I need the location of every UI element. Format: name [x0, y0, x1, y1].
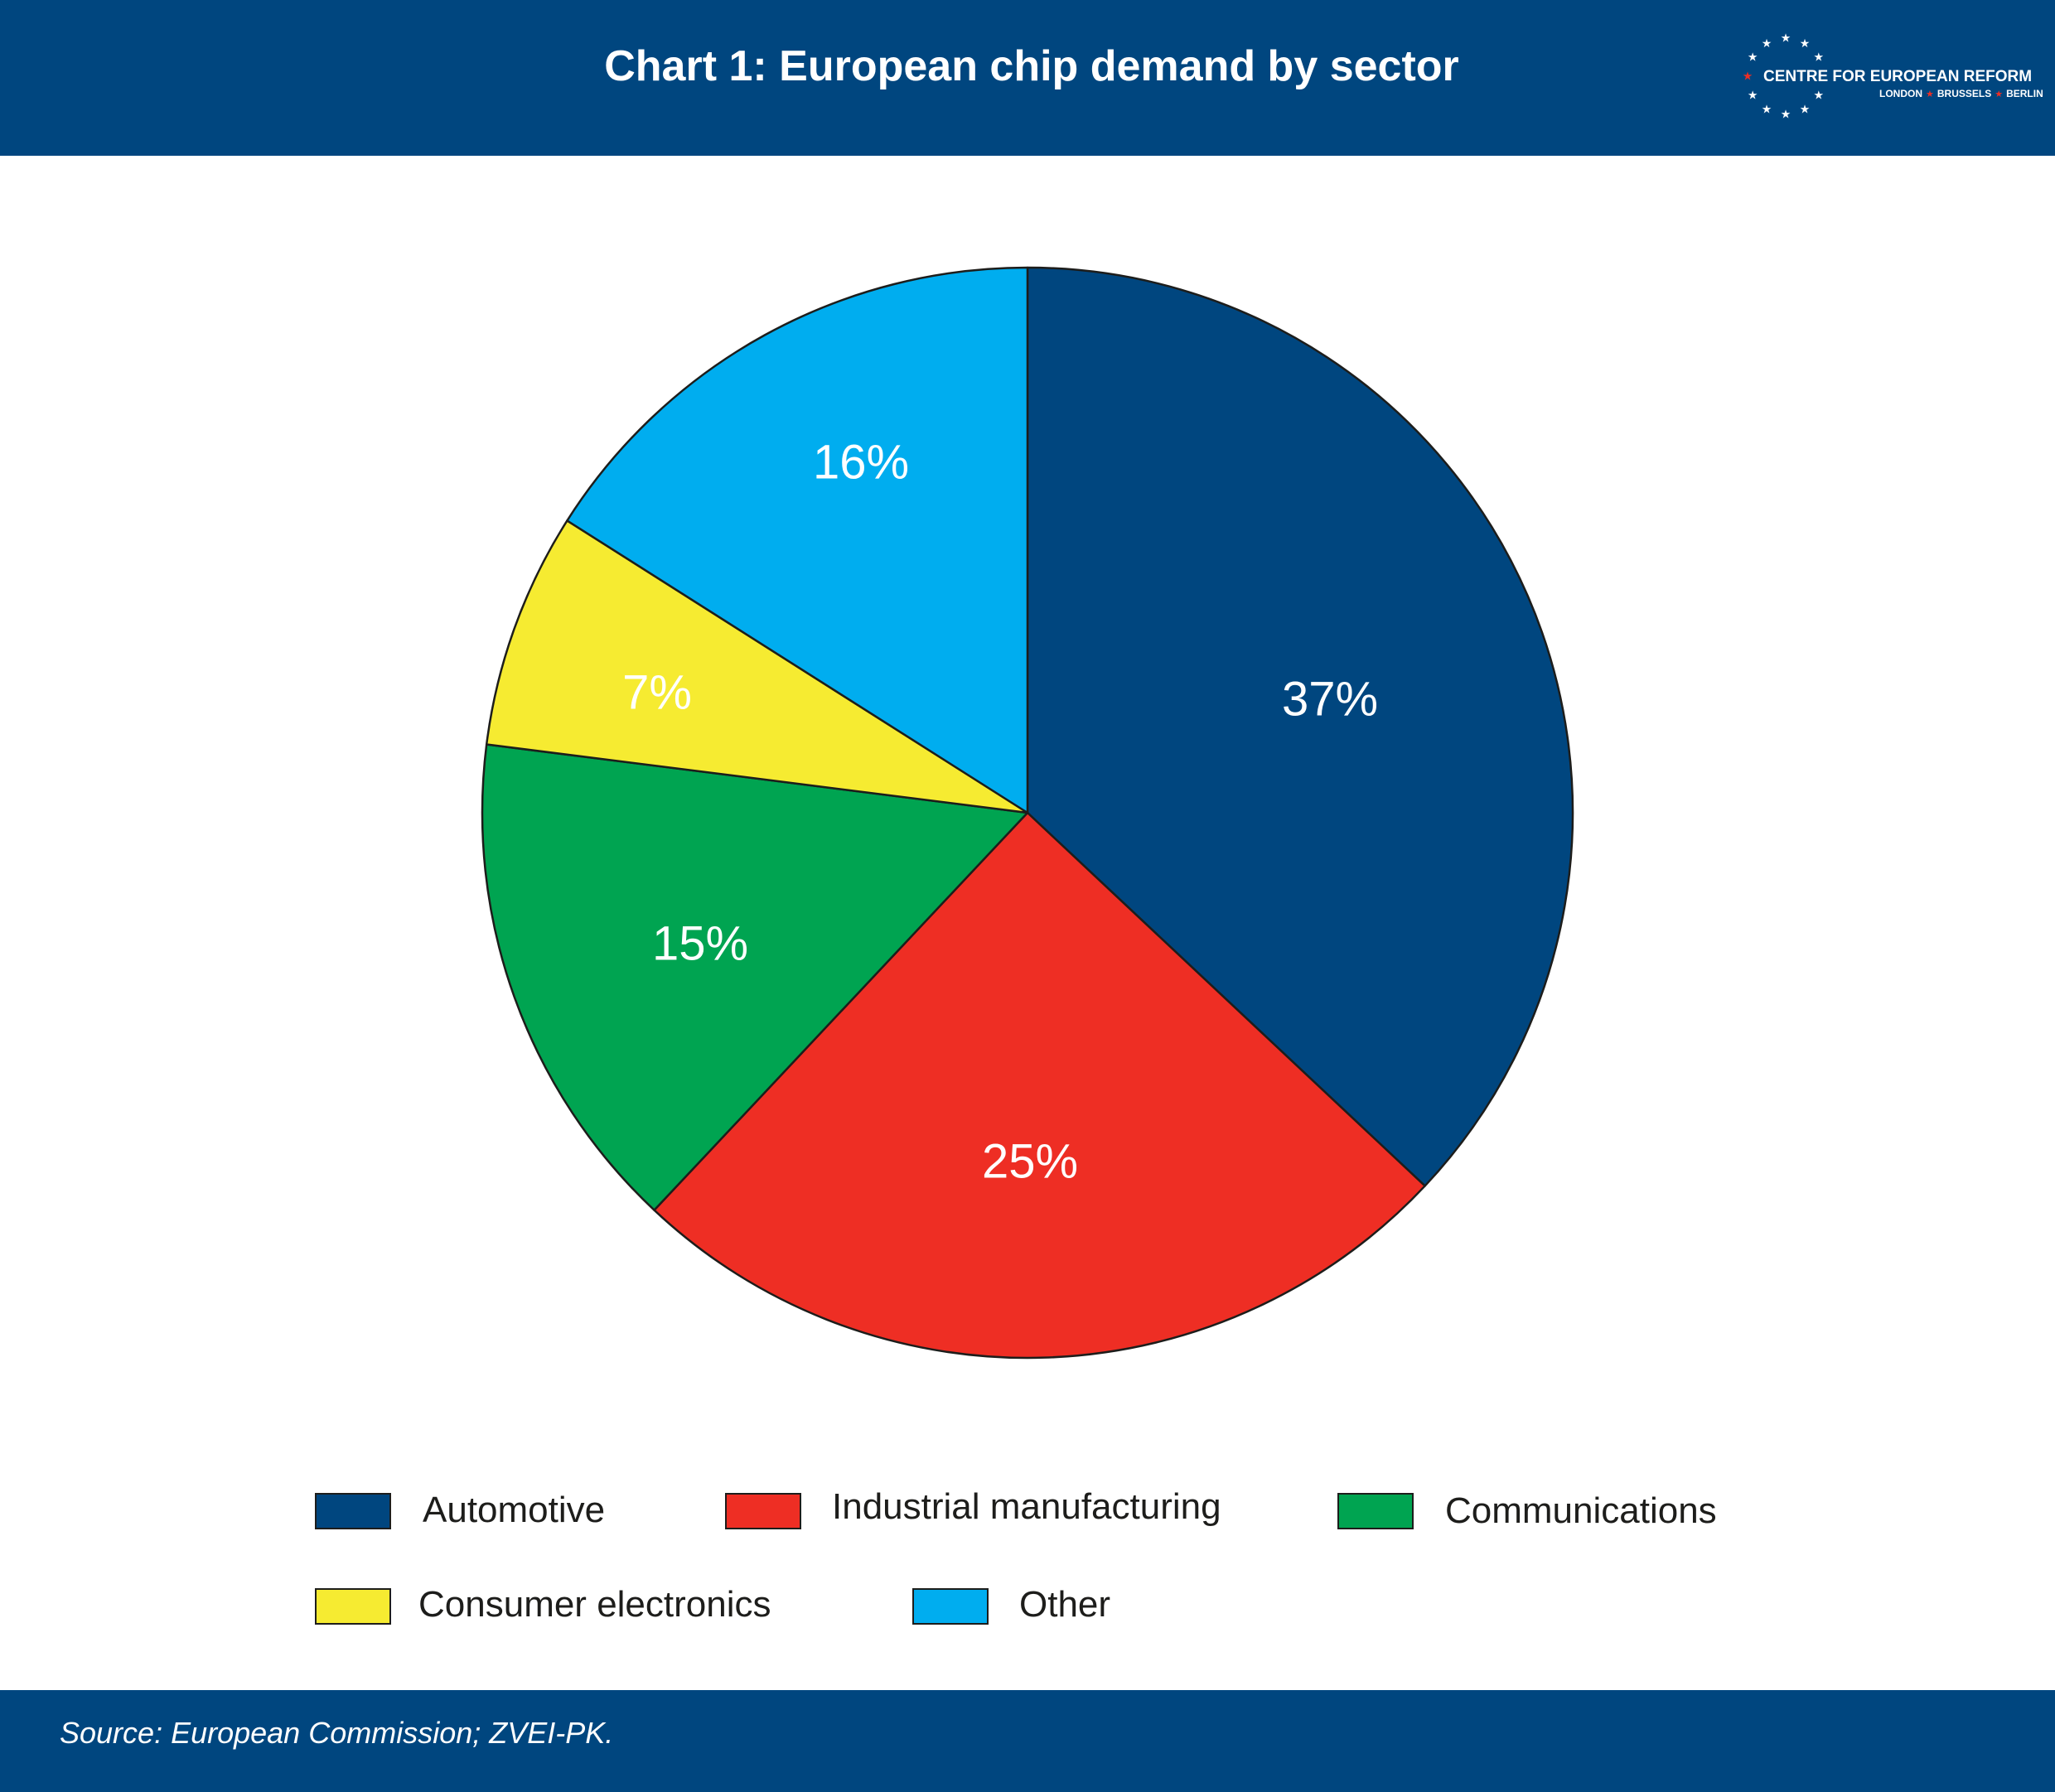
- star-icon: ★: [1926, 89, 1934, 99]
- data-label-consumer-electronics: 7%: [622, 665, 692, 719]
- data-label-other: 16%: [813, 435, 909, 489]
- pie-slice-other: [566, 266, 1029, 814]
- star-icon: ★: [1814, 51, 1825, 64]
- pie-slice-consumer-electronics: [485, 519, 1029, 814]
- eu-stars-icon: ★ ★★★★★★★★★★: [1743, 31, 1825, 121]
- legend-swatch-communications: [1337, 1493, 1414, 1529]
- star-icon: ★: [1748, 89, 1758, 102]
- pie-slice-automotive: [1026, 266, 1574, 1187]
- star-icon: ★: [1800, 103, 1811, 116]
- legend-swatch-industrial-manufacturing: [725, 1493, 801, 1529]
- pie-slice-industrial-manufacturing: [653, 811, 1426, 1360]
- data-label-automotive: 37%: [1282, 672, 1378, 726]
- source-note: Source: European Commission; ZVEI-PK.: [60, 1716, 614, 1750]
- star-icon: ★: [1748, 51, 1758, 64]
- logo-cities: LONDON ★ BRUSSELS ★ BERLIN: [1879, 88, 2043, 99]
- star-icon: ★: [1781, 31, 1791, 45]
- footer-banner: Source: European Commission; ZVEI-PK.: [0, 1690, 2055, 1792]
- star-icon: ★: [1762, 103, 1772, 116]
- logo-city-london: LONDON: [1879, 88, 1922, 99]
- legend-label-automotive: Automotive: [423, 1490, 606, 1530]
- star-icon: ★: [1762, 36, 1772, 50]
- pie-slice-communications: [481, 743, 1029, 1211]
- star-icon: ★: [1781, 108, 1791, 121]
- legend-label-communications: Communications: [1445, 1490, 1717, 1531]
- legend-label-industrial-manufacturing: Industrial manufacturing: [832, 1486, 1221, 1527]
- star-icon: ★: [1743, 70, 1753, 83]
- legend-swatch-automotive: [315, 1493, 391, 1529]
- plot-area: 37% 25% 15% 7% 16% Automotive Industrial man…: [0, 156, 2055, 1688]
- star-icon: ★: [1814, 89, 1825, 102]
- star-icon: ★: [1995, 89, 2004, 99]
- logo-city-brussels: BRUSSELS: [1937, 88, 1992, 99]
- legend-label-other: Other: [1019, 1584, 1111, 1625]
- logo-city-berlin: BERLIN: [2006, 88, 2043, 99]
- header-banner: Chart 1: European chip demand by sector …: [0, 0, 2055, 156]
- star-icon: ★: [1800, 36, 1811, 50]
- chart-title: Chart 1: European chip demand by sector: [604, 42, 1459, 90]
- data-label-industrial-manufacturing: 25%: [982, 1134, 1078, 1188]
- legend-swatch-consumer-electronics: [315, 1588, 391, 1625]
- legend-swatch-other: [912, 1588, 989, 1625]
- logo-name: CENTRE FOR EUROPEAN REFORM: [1763, 68, 2033, 85]
- cer-logo: ★ ★ ★ ★ ★ ★ ★ ★ ★ ★ ★ CENTRE FOR EUROPEAN REFORM L…: [1740, 31, 2043, 123]
- pie-chart: 37% 25% 15% 7% 16%: [481, 266, 1574, 1360]
- data-label-communications: 15%: [652, 916, 748, 970]
- legend-label-consumer-electronics: Consumer electronics: [418, 1584, 771, 1625]
